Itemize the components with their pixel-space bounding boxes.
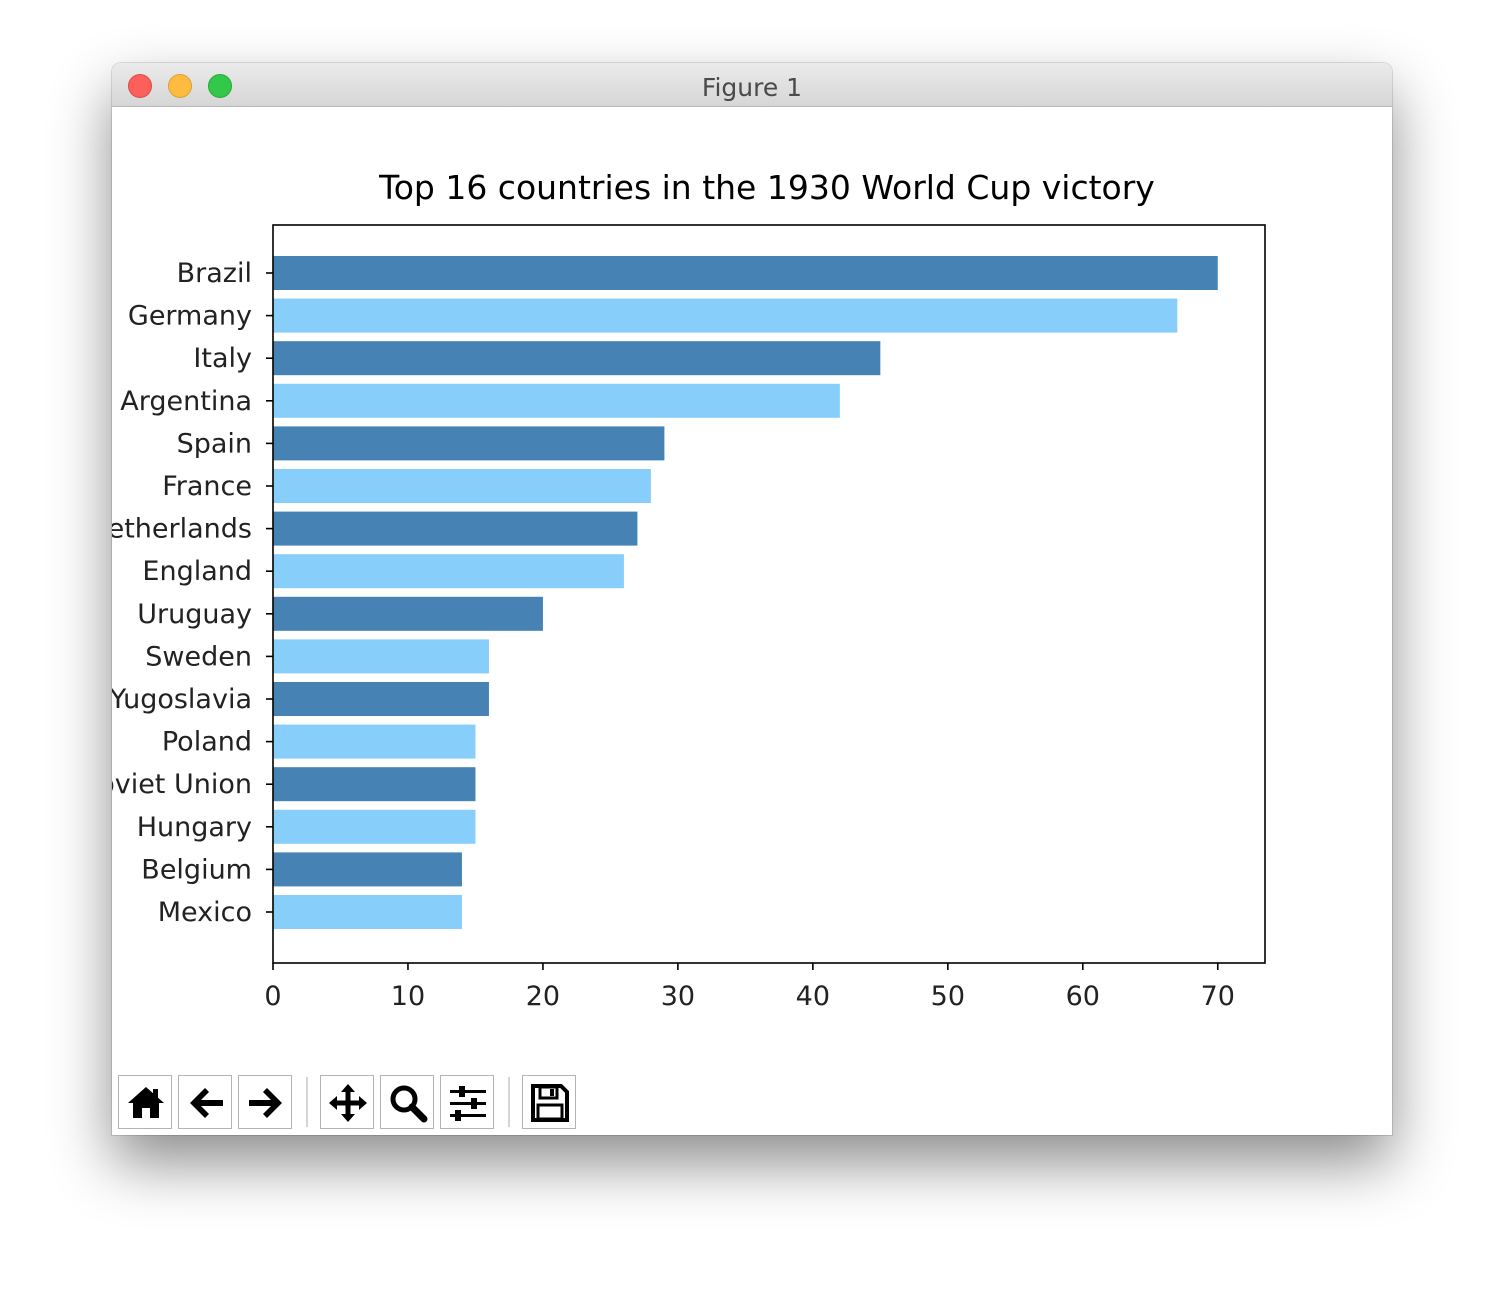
y-tick-label-hungary: Hungary	[137, 812, 252, 843]
pan-icon	[329, 1084, 367, 1122]
y-tick-label-argentina: Argentina	[120, 386, 252, 417]
save-button[interactable]	[522, 1075, 576, 1129]
chart-title: Top 16 countries in the 1930 World Cup v…	[378, 168, 1155, 207]
x-tick-label-70: 70	[1201, 981, 1235, 1012]
x-tick-label-40: 40	[796, 981, 830, 1012]
y-tick-label-poland: Poland	[162, 727, 252, 758]
plot-frame	[272, 224, 1266, 964]
y-tick-label-france: France	[162, 471, 252, 502]
y-tick-label-italy: Italy	[193, 343, 252, 374]
save-icon	[531, 1084, 569, 1122]
bar-netherlands	[273, 511, 638, 546]
configure-subplots-button[interactable]	[440, 1075, 494, 1129]
maximize-window-button[interactable]	[208, 74, 232, 98]
back-button[interactable]	[178, 1075, 232, 1129]
bar-hungary	[273, 809, 476, 844]
y-tick-label-uruguay: Uruguay	[137, 599, 252, 630]
x-axis: 0 10 20 30 40 50 60 70	[264, 963, 1235, 1012]
y-tick-label-brazil: Brazil	[177, 258, 252, 289]
x-tick-label-30: 30	[661, 981, 695, 1012]
bar-yugoslavia	[273, 682, 489, 716]
y-tick-label-netherlands: Netherlands	[112, 514, 252, 545]
forward-button[interactable]	[238, 1075, 292, 1129]
figure-window: Figure 1 Top 16 countries in the 1930 Wo…	[112, 63, 1392, 1135]
bar-germany	[273, 298, 1178, 333]
x-tick-label-0: 0	[264, 981, 281, 1012]
title-bar: Figure 1	[112, 63, 1392, 107]
back-arrow-icon	[190, 1088, 223, 1118]
bar-argentina	[273, 383, 840, 418]
bar-spain	[273, 426, 665, 461]
bar-mexico	[273, 895, 462, 929]
home-icon	[128, 1087, 164, 1118]
bar-france	[273, 469, 651, 503]
x-tick-label-20: 20	[526, 981, 560, 1012]
sliders-icon	[450, 1086, 486, 1121]
bar-brazil	[273, 256, 1218, 290]
minimize-window-button[interactable]	[168, 74, 192, 98]
y-tick-label-belgium: Belgium	[141, 854, 252, 885]
x-tick-label-60: 60	[1066, 981, 1100, 1012]
y-tick-label-yugoslavia: Yugoslavia	[112, 684, 252, 715]
bar-poland	[273, 724, 476, 759]
bar-chart: Top 16 countries in the 1930 World Cup v…	[112, 168, 1266, 1012]
y-axis: Brazil Germany Italy Argentina Spain France Ne…	[112, 258, 273, 928]
window-title: Figure 1	[701, 73, 803, 102]
y-tick-label-mexico: Mexico	[158, 897, 252, 928]
toolbar-separator	[508, 1077, 510, 1127]
y-tick-label-soviet-union: Soviet Union	[112, 769, 252, 800]
bar-england	[273, 554, 624, 589]
pan-button[interactable]	[320, 1075, 374, 1129]
forward-arrow-icon	[249, 1088, 282, 1118]
x-tick-label-50: 50	[931, 981, 965, 1012]
bars-group	[273, 256, 1218, 929]
x-tick-label-10: 10	[391, 981, 425, 1012]
bar-italy	[273, 341, 881, 376]
bar-soviet-union	[273, 767, 476, 802]
y-tick-label-sweden: Sweden	[145, 641, 252, 672]
bar-sweden	[273, 639, 489, 674]
navigation-toolbar	[112, 1073, 1392, 1133]
zoom-button[interactable]	[380, 1075, 434, 1129]
home-button[interactable]	[118, 1075, 172, 1129]
zoom-icon	[390, 1085, 428, 1123]
y-tick-label-spain: Spain	[177, 428, 252, 459]
y-tick-label-england: England	[142, 556, 252, 587]
bar-belgium	[273, 852, 462, 887]
y-tick-label-germany: Germany	[128, 301, 252, 332]
close-window-button[interactable]	[128, 74, 152, 98]
toolbar-separator	[306, 1077, 308, 1127]
bar-uruguay	[273, 596, 543, 631]
